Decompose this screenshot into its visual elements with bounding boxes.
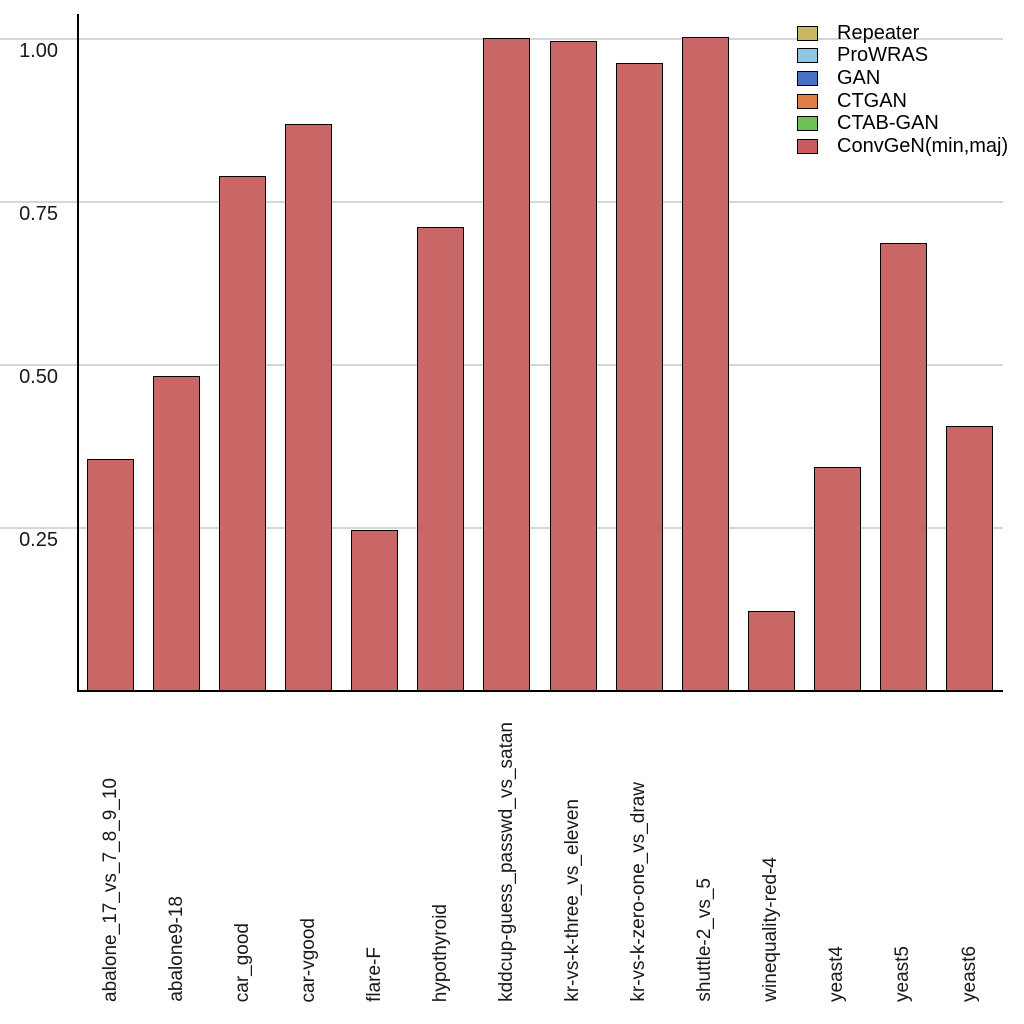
legend-item-CTAB-GAN: CTAB-GAN — [797, 112, 1008, 135]
y-tick-label: 0.75 — [19, 203, 58, 225]
legend-swatch-icon — [797, 25, 818, 41]
x-tick-label: flare-F — [363, 947, 385, 1002]
legend-label: ConvGeN(min,maj) — [837, 134, 1009, 157]
legend: Repeater ProWRAS GAN CTGAN CTAB-GAN ConvGeN(m… — [797, 22, 1008, 158]
bar-winequality-red-4 — [747, 610, 795, 691]
legend-label: CTGAN — [837, 89, 907, 112]
bar-car_good — [219, 175, 267, 691]
y-axis-line — [77, 14, 79, 692]
legend-swatch-icon — [797, 93, 818, 109]
x-tick-label: kr-vs-k-three_vs_eleven — [562, 799, 584, 1002]
legend-swatch-icon — [797, 138, 818, 154]
bar-flare-F — [351, 529, 399, 691]
bar-yeast5 — [879, 243, 927, 691]
legend-label: CTAB-GAN — [837, 112, 939, 135]
x-axis-line — [77, 690, 1003, 692]
y-tick-label: 1.00 — [19, 40, 58, 62]
bar-yeast4 — [813, 466, 861, 691]
bar-kr-vs-k-zero-one_vs_draw — [615, 63, 663, 691]
legend-label: GAN — [837, 66, 881, 89]
y-tick-label: 0.25 — [19, 529, 58, 551]
bar-abalone9-18 — [153, 376, 201, 691]
x-tick-label: hypothyroid — [429, 903, 451, 1002]
bar-kr-vs-k-three_vs_eleven — [549, 40, 597, 691]
bar-car-vgood — [285, 123, 333, 691]
legend-item-CTGAN: CTGAN — [797, 90, 1008, 113]
bar-shuttle-2_vs_5 — [681, 37, 729, 691]
bar-kddcup-guess_passwd_vs_satan — [483, 37, 531, 691]
bar-hypothyroid — [417, 226, 465, 691]
legend-item-GAN: GAN — [797, 67, 1008, 90]
x-tick-label: abalone_17_vs_7_8_9_10 — [99, 778, 121, 1002]
y-tick-label: 0.50 — [19, 366, 58, 388]
x-tick-label: kr-vs-k-zero-one_vs_draw — [628, 782, 650, 1002]
x-tick-label: yeast5 — [892, 946, 914, 1002]
legend-swatch-icon — [797, 48, 818, 64]
x-tick-label: abalone9-18 — [165, 896, 187, 1002]
legend-item-ProWRAS: ProWRAS — [797, 44, 1008, 68]
legend-item-Repeater: Repeater — [797, 22, 1008, 45]
bar-yeast6 — [946, 426, 994, 691]
legend-swatch-icon — [797, 116, 818, 132]
legend-label: Repeater — [837, 21, 920, 44]
x-tick-label: shuttle-2_vs_5 — [694, 878, 716, 1002]
legend-label: ProWRAS — [837, 44, 929, 67]
legend-swatch-icon — [797, 70, 818, 86]
bar-abalone_17_vs_7_8_9_10 — [87, 458, 134, 691]
x-tick-label: winequality-red-4 — [760, 857, 782, 1002]
legend-item-ConvGeN(min,maj): ConvGeN(min,maj) — [797, 135, 1008, 158]
x-tick-label: yeast4 — [826, 946, 848, 1002]
x-tick-label: car_good — [231, 922, 253, 1002]
x-tick-label: yeast6 — [958, 946, 980, 1002]
x-tick-label: car-vgood — [297, 917, 319, 1003]
x-tick-label: kddcup-guess_passwd_vs_satan — [495, 722, 517, 1002]
